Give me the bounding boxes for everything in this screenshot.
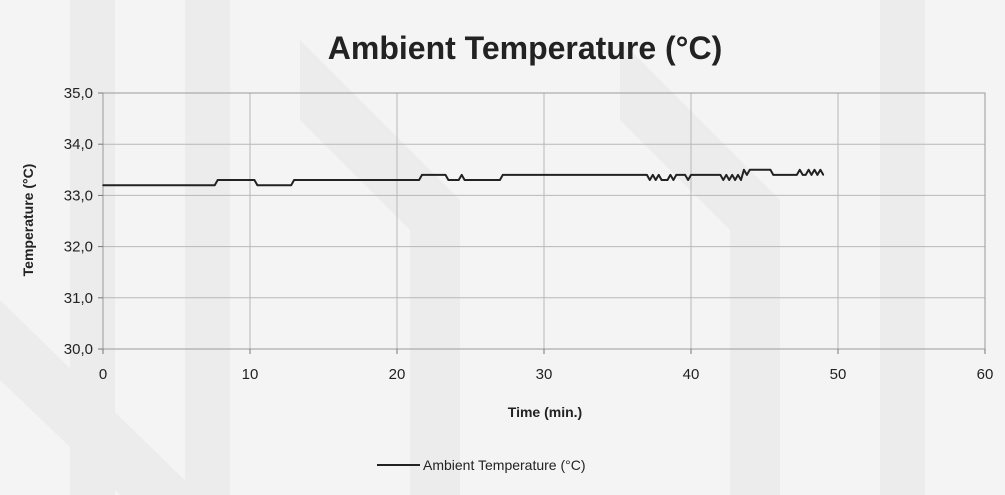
series-point [816, 174, 819, 176]
series-point [654, 179, 657, 181]
series-point [256, 184, 259, 186]
series-point [804, 174, 807, 176]
x-tick-label: 50 [830, 366, 847, 383]
series-point [728, 179, 730, 181]
x-axis-ticks: 0 10 20 30 40 50 60 [99, 349, 994, 383]
series-point [652, 174, 654, 176]
series-point [466, 179, 469, 181]
series-point [799, 169, 801, 171]
series-point [460, 174, 463, 176]
y-tick-label: 34,0 [64, 136, 93, 153]
x-tick-label: 60 [977, 366, 994, 383]
series-point [734, 179, 736, 181]
series-point [690, 174, 692, 176]
series-point [253, 179, 256, 181]
series-point [769, 169, 772, 171]
series-point [649, 179, 651, 181]
grid-lines [102, 92, 986, 350]
y-axis-ticks: 30,0 31,0 32,0 33,0 34,0 35,0 [64, 85, 103, 358]
x-tick-label: 30 [536, 366, 553, 383]
y-axis-label: Temperature (°C) [20, 164, 36, 277]
series-group [102, 168, 825, 187]
series-point [213, 184, 216, 186]
series-point [801, 174, 804, 176]
y-tick-label: 31,0 [64, 290, 93, 307]
x-tick-label: 40 [683, 366, 700, 383]
series-point [737, 174, 739, 176]
series-point [502, 174, 504, 176]
series-point [813, 169, 816, 171]
series-point [418, 179, 420, 181]
chart-title: Ambient Temperature (°C) [328, 30, 722, 66]
x-tick-label: 10 [242, 366, 259, 383]
series-point [693, 174, 695, 176]
legend-label: Ambient Temperature (°C) [423, 457, 586, 473]
series-point [819, 169, 822, 171]
series-point [463, 179, 466, 181]
series-point [722, 179, 725, 181]
series-point [669, 174, 672, 176]
y-tick-label: 33,0 [64, 187, 93, 204]
y-tick-label: 30,0 [64, 341, 93, 358]
series-point [749, 169, 751, 171]
series-point [499, 179, 501, 181]
x-axis-label: Time (min.) [508, 404, 582, 420]
series-point [216, 179, 219, 181]
series-point [444, 174, 447, 176]
series-point [719, 174, 722, 176]
series-point [672, 179, 675, 181]
series-point [687, 179, 689, 181]
series-point [102, 184, 104, 186]
series-point [666, 179, 669, 181]
series-point [646, 174, 648, 176]
series-point [807, 169, 810, 171]
series-line [103, 168, 825, 187]
y-tick-label: 32,0 [64, 239, 93, 256]
series-point [447, 179, 450, 181]
series-point [810, 174, 813, 176]
series-point [743, 169, 745, 171]
series-point [293, 179, 295, 181]
series-point [684, 174, 686, 176]
series-point [822, 174, 825, 176]
series-point [457, 179, 460, 181]
legend: Ambient Temperature (°C) [377, 457, 586, 473]
series-point [796, 174, 798, 176]
series-point [675, 174, 678, 176]
series-point [725, 174, 728, 176]
series-point [657, 174, 660, 176]
series-point [290, 184, 293, 186]
series-point [746, 174, 748, 176]
series-point [772, 174, 775, 176]
series-point [740, 179, 742, 181]
series-point [660, 179, 663, 181]
x-tick-label: 0 [99, 366, 107, 383]
series-point [421, 174, 423, 176]
series-point [751, 169, 754, 171]
series-point [731, 174, 733, 176]
y-tick-label: 35,0 [64, 85, 93, 102]
x-tick-label: 20 [389, 366, 406, 383]
